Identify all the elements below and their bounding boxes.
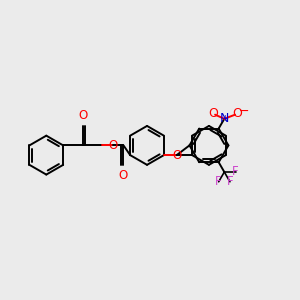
Text: O: O <box>78 109 87 122</box>
Text: F: F <box>215 175 222 188</box>
Text: −: − <box>238 105 249 118</box>
Text: O: O <box>172 148 181 162</box>
Text: N: N <box>220 112 229 125</box>
Text: +: + <box>221 114 228 123</box>
Text: O: O <box>208 107 218 120</box>
Text: F: F <box>232 166 239 178</box>
Text: O: O <box>108 139 117 152</box>
Text: O: O <box>119 169 128 182</box>
Text: F: F <box>226 175 233 188</box>
Text: O: O <box>232 107 242 120</box>
